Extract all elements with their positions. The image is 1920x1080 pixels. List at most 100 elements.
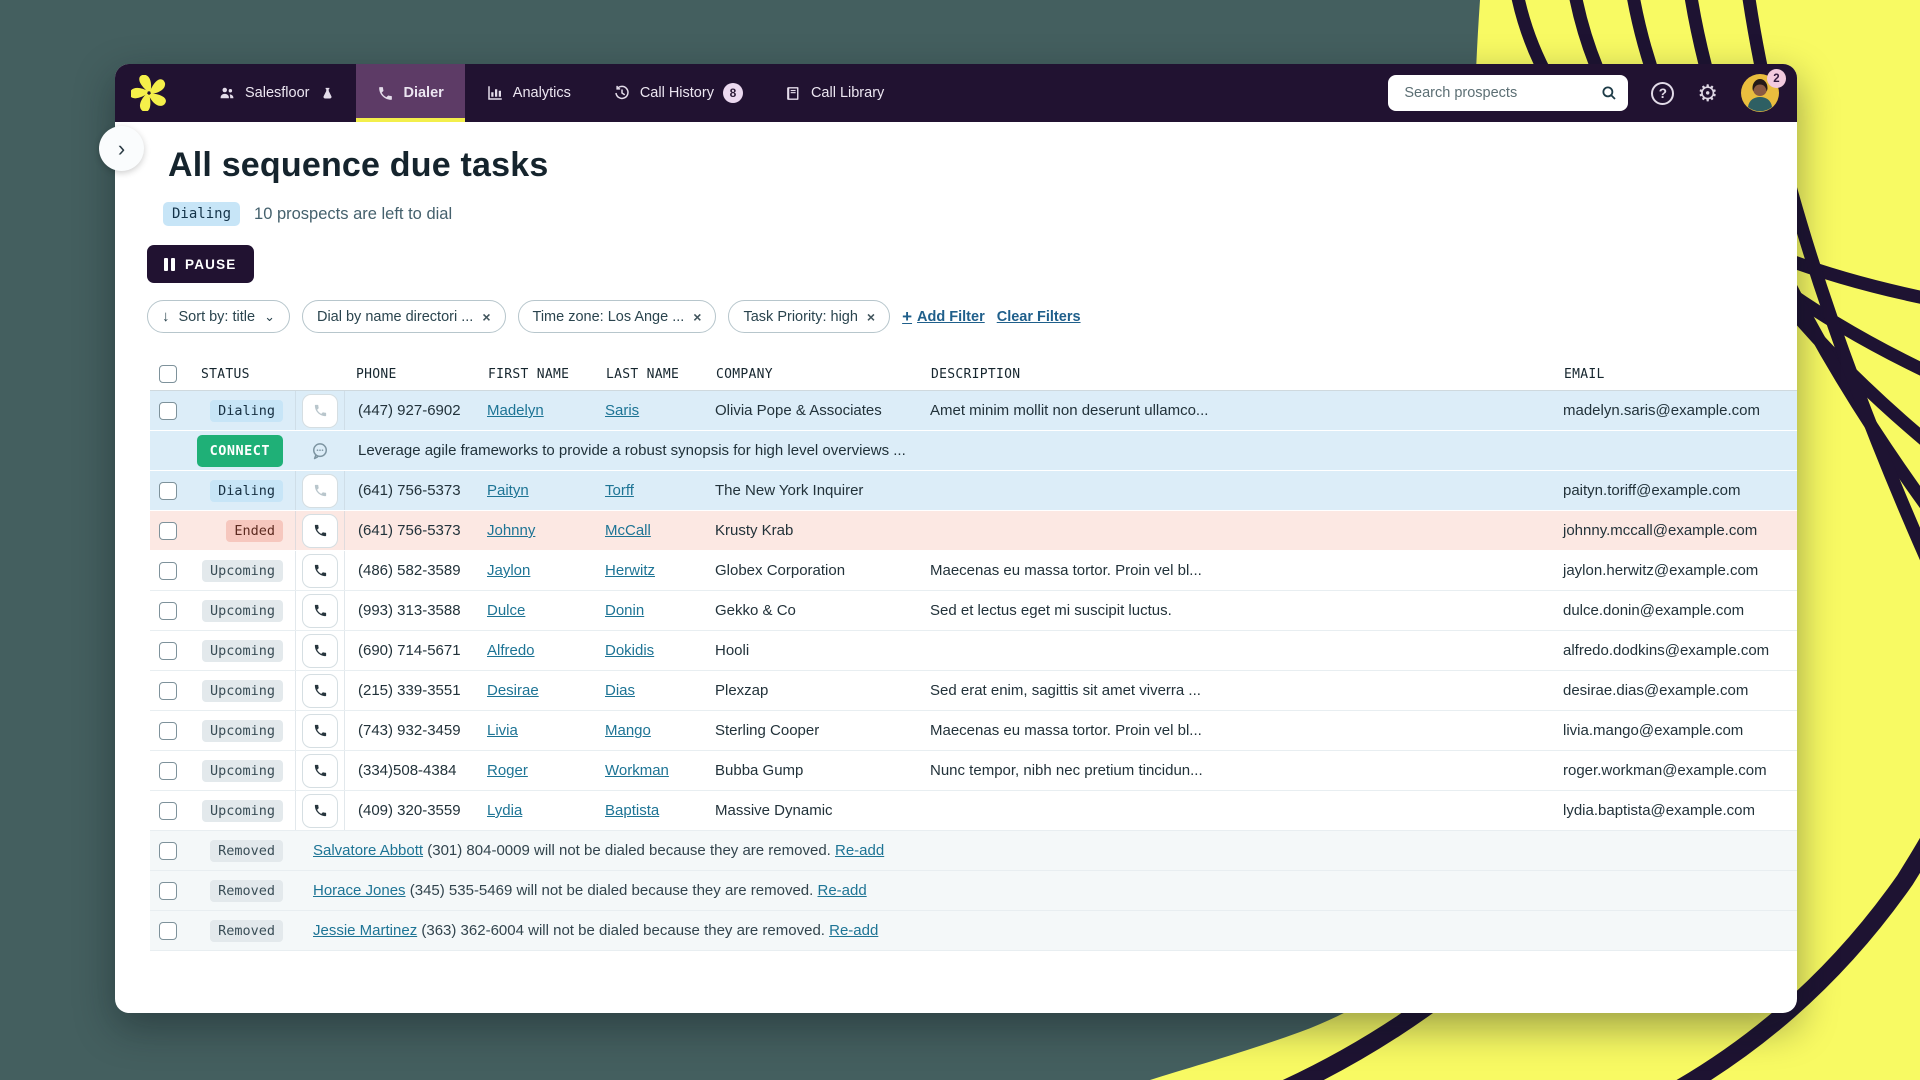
removed-name-link[interactable]: Salvatore Abbott (313, 842, 424, 859)
dial-button[interactable] (302, 793, 338, 828)
first-name-link[interactable]: Dulce (487, 602, 526, 619)
row-checkbox[interactable] (159, 401, 177, 420)
first-name-link[interactable]: Madelyn (487, 402, 544, 419)
description-text: Sed erat enim, sagittis sit amet viverra… (930, 682, 1201, 699)
last-name-link[interactable]: Workman (605, 762, 669, 779)
close-icon[interactable]: × (866, 308, 876, 325)
row-checkbox[interactable] (159, 681, 177, 700)
row-checkbox[interactable] (159, 921, 177, 940)
dial-button[interactable] (302, 673, 338, 708)
row-checkbox[interactable] (159, 601, 177, 620)
first-name-link[interactable]: Lydia (487, 802, 523, 819)
table-row: Upcoming (334)508-4384 Roger Workman Bub… (150, 751, 1797, 791)
table-row: Dialing (641) 756-5373 Paityn Torff The … (150, 471, 1797, 511)
phone-icon (314, 564, 326, 577)
dial-button[interactable] (302, 393, 338, 428)
last-name-link[interactable]: Torff (605, 482, 634, 499)
description-text: Maecenas eu massa tortor. Proin vel bl..… (930, 722, 1202, 739)
first-name-link[interactable]: Alfredo (487, 642, 535, 659)
row-checkbox[interactable] (159, 761, 177, 780)
select-all-checkbox[interactable] (159, 365, 177, 383)
phone-number: (409) 320-3559 (358, 802, 461, 819)
row-checkbox[interactable] (159, 721, 177, 740)
row-checkbox[interactable] (159, 881, 177, 900)
last-name-link[interactable]: Donin (605, 602, 645, 619)
last-name-link[interactable]: Herwitz (605, 562, 656, 579)
nav-item-call-library[interactable]: Call Library (764, 64, 905, 122)
nav-item-call-history[interactable]: Call History 8 (592, 64, 764, 122)
row-checkbox[interactable] (159, 481, 177, 500)
last-name-link[interactable]: Mango (605, 722, 651, 739)
phone-icon (314, 604, 326, 617)
status-badge: Ended (226, 519, 283, 542)
readd-link[interactable]: Re-add (835, 842, 885, 859)
first-name-link[interactable]: Desirae (487, 682, 539, 699)
dial-button[interactable] (302, 713, 338, 748)
removed-name-link[interactable]: Horace Jones (313, 882, 406, 899)
row-checkbox[interactable] (159, 561, 177, 580)
people-icon (218, 84, 236, 102)
close-icon[interactable]: × (482, 308, 491, 325)
first-name-link[interactable]: Livia (487, 722, 518, 739)
connect-button[interactable]: CONNECT (196, 434, 283, 467)
phone-number: (486) 582-3589 (358, 562, 461, 579)
phone-number: (993) 313-3588 (358, 602, 461, 619)
dial-button[interactable] (302, 593, 338, 628)
pause-button[interactable]: PAUSE (147, 245, 254, 283)
add-filter-link[interactable]: + Add Filter (902, 307, 985, 327)
clear-filters-link[interactable]: Clear Filters (997, 309, 1081, 325)
last-name-link[interactable]: Dokidis (605, 642, 655, 659)
email-text: jaylon.herwitz@example.com (1563, 562, 1759, 579)
phone-icon (314, 804, 326, 817)
last-name-link[interactable]: Baptista (605, 802, 660, 819)
status-badge: Removed (210, 839, 283, 862)
status-badge: Removed (210, 919, 283, 942)
first-name-link[interactable]: Johnny (487, 522, 536, 539)
row-checkbox[interactable] (159, 521, 177, 540)
first-name-link[interactable]: Roger (487, 762, 528, 779)
email-text: madelyn.saris@example.com (1563, 402, 1760, 419)
dial-button[interactable] (302, 753, 338, 788)
app-logo[interactable] (115, 64, 183, 122)
filter-chip-label: Dial by name directori ... (316, 308, 474, 325)
dial-button[interactable] (302, 473, 338, 508)
avatar[interactable]: 2 (1741, 69, 1786, 112)
sidebar-expand-button[interactable]: › (99, 126, 144, 171)
row-checkbox[interactable] (159, 641, 177, 660)
search-input[interactable] (1402, 84, 1601, 102)
nav-right-cluster: ? ⚙ 2 (1388, 64, 1786, 122)
first-name-link[interactable]: Paityn (487, 482, 529, 499)
last-name-link[interactable]: McCall (605, 522, 651, 539)
dial-button[interactable] (302, 633, 338, 668)
row-checkbox[interactable] (159, 841, 177, 860)
row-checkbox[interactable] (159, 801, 177, 820)
nav-item-dialer[interactable]: Dialer (356, 64, 466, 122)
sort-chip[interactable]: ↓ Sort by: title ⌄ (147, 300, 290, 333)
readd-link[interactable]: Re-add (817, 882, 867, 899)
search-icon[interactable] (1600, 84, 1618, 102)
phone-icon (314, 644, 326, 657)
readd-link[interactable]: Re-add (829, 922, 879, 939)
first-name-link[interactable]: Jaylon (487, 562, 531, 579)
last-name-link[interactable]: Saris (605, 402, 640, 419)
dial-button[interactable] (302, 513, 338, 548)
gear-icon[interactable]: ⚙ (1697, 79, 1718, 106)
status-badge: Dialing (210, 399, 283, 422)
dial-button[interactable] (302, 553, 338, 588)
removed-message: (301) 804-0009 will not be dialed becaus… (423, 842, 835, 859)
filter-bar: ↓ Sort by: title ⌄ Dial by name director… (147, 300, 1797, 333)
removed-name-link[interactable]: Jessie Martinez (313, 922, 418, 939)
filter-chip-task-priority[interactable]: Task Priority: high × (728, 300, 891, 333)
search-box (1388, 75, 1629, 111)
status-badge: Upcoming (201, 559, 283, 582)
nav-item-analytics[interactable]: Analytics (465, 64, 592, 122)
call-history-count-badge: 8 (722, 83, 743, 103)
filter-chip-dial-by-name[interactable]: Dial by name directori ... × (301, 300, 506, 333)
close-icon[interactable]: × (693, 308, 702, 325)
company-name: Massive Dynamic (715, 802, 833, 819)
nav-item-salesfloor[interactable]: Salesfloor (197, 64, 356, 122)
help-icon[interactable]: ? (1651, 81, 1675, 105)
phone-number: (641) 756-5373 (358, 522, 461, 539)
filter-chip-timezone[interactable]: Time zone: Los Ange ... × (517, 300, 717, 333)
last-name-link[interactable]: Dias (605, 682, 636, 699)
